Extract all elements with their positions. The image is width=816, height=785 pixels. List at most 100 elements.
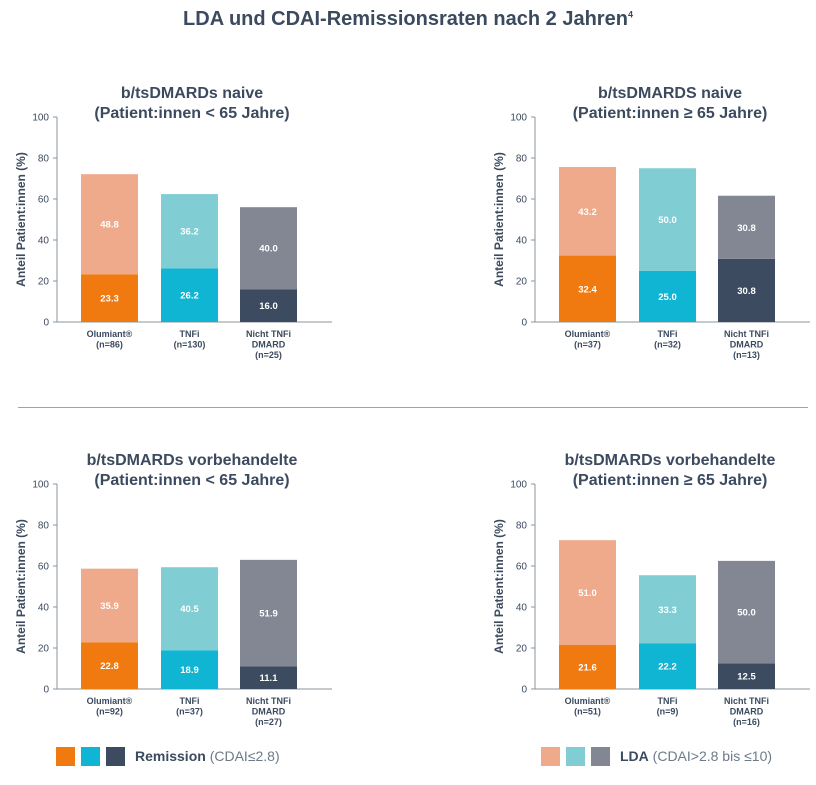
x-category-label: DMARD (730, 340, 764, 350)
x-category-label: Olumiant® (565, 696, 611, 706)
y-tick-label: 20 (516, 277, 528, 288)
legend-swatch-remission-nicht-tnfi (106, 746, 125, 766)
chart-panel-naive-65-plus: b/tsDMARDS naive (Patient:innen ≥ 65 Jah… (490, 84, 816, 384)
y-tick-label: 40 (38, 603, 50, 614)
y-tick-label: 20 (38, 644, 50, 655)
x-category-label: TNFi (180, 696, 200, 706)
x-category-label: (n=130) (174, 340, 206, 350)
chart-svg: 0 20 40 60 80 100 Anteil Patient:innen (%) 23.3… (14, 113, 332, 360)
legend-swatch-remission-olumiant (56, 746, 75, 766)
x-category-label: (n=37) (176, 707, 203, 717)
legend-swatch-lda-tnfi (566, 746, 585, 766)
data-label-remission: 21.6 (578, 662, 597, 673)
data-label-lda: 50.0 (658, 215, 677, 226)
legend-lda: LDA (CDAI>2.8 bis ≤10) (541, 746, 772, 766)
data-label-lda: 40.0 (259, 244, 278, 255)
y-tick-label: 100 (32, 480, 49, 491)
chart-panel-pretreated-under-65: b/tsDMARDs vorbehandelte (Patient:innen … (12, 451, 372, 751)
y-tick-label: 80 (516, 154, 528, 165)
bar-remission (559, 644, 616, 689)
section-divider (18, 407, 808, 408)
data-label-lda: 36.2 (180, 227, 199, 238)
y-tick-label: 40 (38, 236, 50, 247)
legend-swatch-remission-tnfi (81, 746, 100, 766)
bar-remission (81, 642, 138, 689)
y-axis-label: Anteil Patient:innen (%) (14, 152, 28, 287)
bar-lda (639, 168, 696, 271)
data-label-remission: 26.2 (180, 291, 199, 302)
bar-lda (240, 207, 297, 290)
data-label-lda: 40.5 (180, 604, 199, 615)
data-label-lda: 50.0 (737, 608, 756, 619)
data-label-lda: 30.8 (737, 223, 756, 234)
x-category-label: (n=27) (255, 717, 282, 727)
bar-remission (718, 663, 775, 689)
x-category-label: TNFi (180, 329, 200, 339)
x-category-label: TNFi (658, 329, 678, 339)
data-label-remission: 22.8 (100, 661, 119, 672)
bar-lda (81, 174, 138, 275)
x-category-label: (n=32) (654, 340, 681, 350)
x-category-label: (n=13) (733, 350, 760, 360)
y-tick-label: 40 (516, 236, 528, 247)
bar-lda (161, 194, 218, 269)
y-tick-label: 100 (510, 113, 527, 124)
chart-title: b/tsDMARDs vorbehandelte (Patient:innen … (564, 452, 776, 489)
chart-title: b/tsDMARDS naive (Patient:innen ≥ 65 Jah… (572, 85, 768, 122)
y-tick-label: 20 (38, 277, 50, 288)
y-tick-label: 0 (521, 685, 527, 696)
y-tick-label: 20 (516, 644, 528, 655)
bar-lda (718, 195, 775, 259)
y-tick-label: 60 (38, 562, 50, 573)
bar-remission (718, 258, 775, 322)
y-tick-label: 0 (43, 685, 49, 696)
y-tick-label: 100 (32, 113, 49, 124)
x-category-label: Nicht TNFi (246, 696, 291, 706)
x-category-label: Nicht TNFi (724, 329, 769, 339)
bar-lda (559, 167, 616, 256)
chart-panel-naive-under-65: b/tsDMARDs naive (Patient:innen < 65 Jah… (12, 84, 372, 384)
y-tick-label: 80 (516, 521, 528, 532)
x-category-label: (n=25) (255, 350, 282, 360)
page-title: LDA und CDAI-Remissionsraten nach 2 Jahr… (183, 8, 633, 30)
bar-lda (559, 540, 616, 645)
y-axis-label: Anteil Patient:innen (%) (492, 152, 506, 287)
bar-lda (161, 567, 218, 651)
data-label-remission: 16.0 (259, 301, 278, 312)
chart-svg: 0 20 40 60 80 100 Anteil Patient:innen (%) 22.8… (14, 480, 332, 727)
legend-swatch-lda-nicht-tnfi (591, 746, 610, 766)
bar-remission (81, 274, 138, 322)
chart-svg: 0 20 40 60 80 100 Anteil Patient:innen (%) 21.6… (492, 480, 810, 727)
chart-panel-pretreated-65-plus: b/tsDMARDs vorbehandelte (Patient:innen … (490, 451, 816, 751)
bar-lda (81, 568, 138, 643)
bar-lda (240, 559, 297, 667)
x-category-label: DMARD (730, 707, 764, 717)
bar-lda (718, 560, 775, 664)
y-axis-label: Anteil Patient:innen (%) (492, 519, 506, 654)
bar-remission (240, 666, 297, 689)
y-tick-label: 80 (38, 521, 50, 532)
x-category-label: (n=16) (733, 717, 760, 727)
bar-remission (559, 255, 616, 322)
bar-remission (639, 270, 696, 322)
x-category-label: Olumiant® (565, 329, 611, 339)
x-category-label: Olumiant® (87, 696, 133, 706)
data-label-lda: 43.2 (578, 207, 597, 218)
x-category-label: (n=9) (657, 707, 679, 717)
y-tick-label: 0 (43, 318, 49, 329)
data-label-remission: 12.5 (737, 672, 756, 683)
bar-remission (161, 268, 218, 322)
data-label-remission: 11.1 (260, 673, 279, 684)
y-tick-label: 80 (38, 154, 50, 165)
x-category-label: (n=92) (96, 707, 123, 717)
bar-lda (639, 575, 696, 644)
y-tick-label: 40 (516, 603, 528, 614)
data-label-lda: 35.9 (100, 601, 119, 612)
chart-svg: 0 20 40 60 80 100 Anteil Patient:innen (%) 32.4… (492, 113, 810, 360)
data-label-lda: 51.9 (259, 609, 278, 620)
data-label-lda: 33.3 (658, 605, 677, 616)
bar-remission (639, 643, 696, 689)
legend-swatch-lda-olumiant (541, 746, 560, 766)
y-tick-label: 0 (521, 318, 527, 329)
bar-remission (161, 650, 218, 689)
